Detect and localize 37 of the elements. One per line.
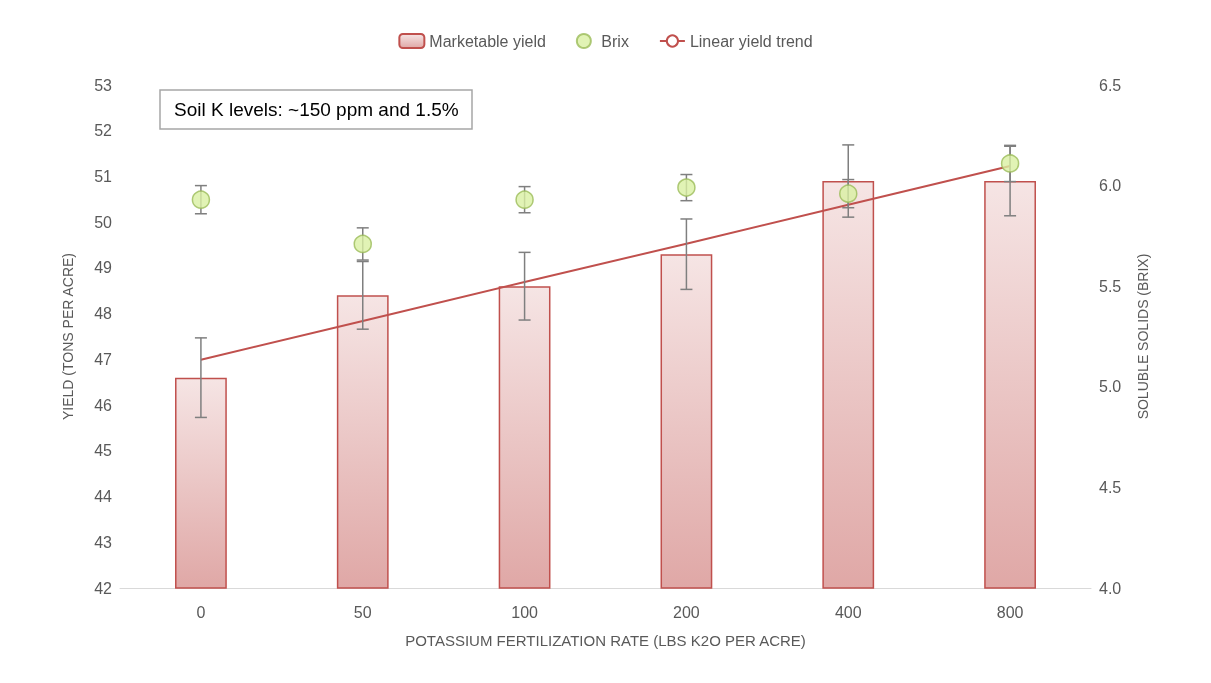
legend-label: Brix (601, 32, 629, 50)
point (515, 190, 534, 209)
y-axis-title: YIELD (TONS PER ACRE) (60, 252, 76, 421)
y2-tick-label: 4.0 (1099, 579, 1122, 597)
point (191, 190, 211, 209)
x-tick-label: 400 (834, 603, 862, 621)
legend-label: Marketable yield (429, 32, 546, 50)
point (839, 184, 858, 203)
y-tick-label: 50 (94, 213, 113, 231)
x-tick-label: 100 (511, 603, 539, 621)
y2-tick-label: 6.5 (1099, 76, 1122, 94)
y-tick-label: 47 (94, 350, 113, 368)
x-tick-label: 800 (996, 603, 1024, 621)
y-tick-label: 48 (94, 305, 113, 323)
point (677, 178, 696, 197)
x-tick-label: 50 (353, 603, 372, 621)
y2-axis-title: SOLUBLE SOLIDS (BRIX) (1135, 253, 1151, 420)
point (353, 234, 372, 254)
y-tick-label: 44 (94, 488, 113, 506)
legend-label: Linear yield trend (689, 32, 813, 50)
y-tick-label: 49 (94, 259, 113, 277)
y-tick-label: 46 (94, 396, 113, 414)
y-tick-label: 53 (94, 76, 113, 94)
y2-tick-label: 6.0 (1099, 177, 1122, 195)
y2-tick-label: 4.5 (1099, 478, 1122, 496)
y2-tick-label: 5.0 (1099, 378, 1122, 396)
annotation: Soil K levels: ~150 ppm and 1.5% (174, 99, 459, 120)
y-tick-label: 52 (94, 122, 113, 140)
x-tick-label: 200 (673, 603, 700, 621)
x-tick-label: 0 (196, 603, 206, 621)
x-axis-title: POTASSIUM FERTILIZATION RATE (LBS K2O PER ACRE) (405, 632, 806, 649)
y-tick-label: 51 (94, 167, 113, 185)
y-tick-label: 42 (94, 579, 113, 597)
y-tick-label: 45 (94, 442, 113, 460)
point (1000, 154, 1020, 173)
y2-tick-label: 5.5 (1099, 277, 1122, 295)
y-tick-label: 43 (94, 533, 113, 551)
